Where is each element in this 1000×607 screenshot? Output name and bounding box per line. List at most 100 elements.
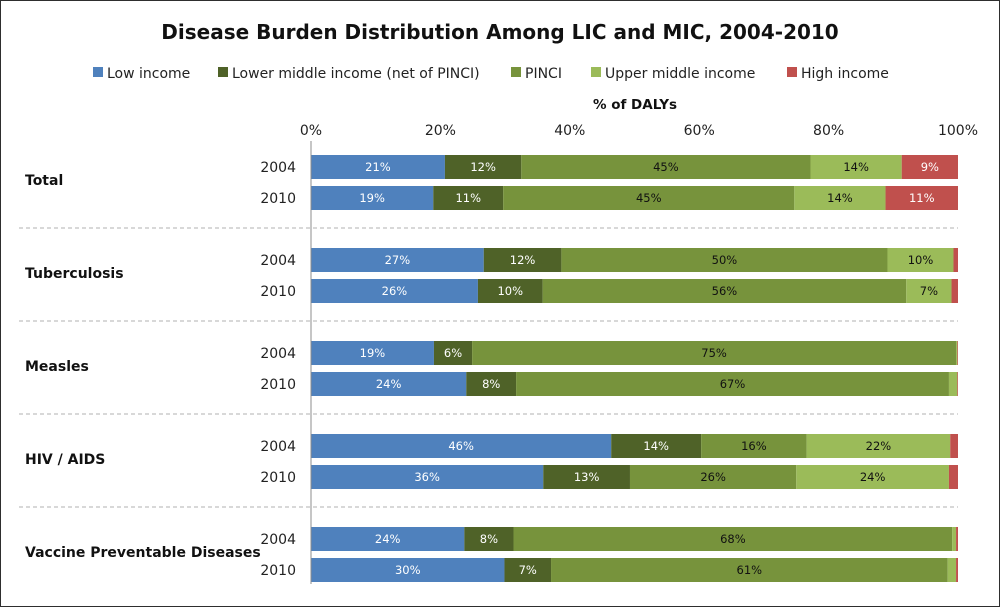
data-label: 67% xyxy=(720,377,746,391)
bar-segment xyxy=(516,372,949,396)
data-label: 14% xyxy=(843,160,869,174)
bar-row: 36% 13% 26% 24% xyxy=(311,465,958,489)
legend-label: High income xyxy=(801,66,889,82)
data-label: 24% xyxy=(376,377,402,391)
legend-swatch xyxy=(511,67,521,77)
data-label: 13% xyxy=(574,470,600,484)
data-label: 75% xyxy=(701,346,727,360)
data-label: 10% xyxy=(497,284,523,298)
data-label: 22% xyxy=(866,439,892,453)
bar-segment xyxy=(794,186,886,210)
legend-item: Upper middle income xyxy=(591,66,755,82)
data-label: 19% xyxy=(360,346,386,360)
data-label: 24% xyxy=(860,470,886,484)
bar-segment xyxy=(887,248,954,272)
data-label: 46% xyxy=(448,439,474,453)
bar-segment xyxy=(901,155,958,179)
bar-segment xyxy=(957,341,958,365)
bar-segment xyxy=(952,527,957,551)
bar-segment xyxy=(311,465,544,489)
year-label: 2004 xyxy=(260,253,296,269)
data-label: 26% xyxy=(700,470,726,484)
data-label: 45% xyxy=(653,160,679,174)
data-label: 45% xyxy=(636,191,662,205)
group-label: HIV / AIDS xyxy=(25,452,105,468)
legend-swatch xyxy=(218,67,228,77)
bar-segment xyxy=(956,527,958,551)
data-label: 9% xyxy=(921,160,939,174)
bar-segment xyxy=(951,279,958,303)
bar-segment xyxy=(477,279,543,303)
year-label: 2010 xyxy=(260,377,296,393)
legend-item: Low income xyxy=(93,66,190,82)
bar-segment xyxy=(885,186,958,210)
chart-title: Disease Burden Distribution Among LIC an… xyxy=(161,20,838,44)
bar-segment xyxy=(311,527,465,551)
data-label: 19% xyxy=(359,191,385,205)
data-label: 16% xyxy=(741,439,767,453)
legend-label: PINCI xyxy=(525,66,562,82)
bar-segment xyxy=(444,155,522,179)
legend-label: Upper middle income xyxy=(605,66,755,82)
x-tick-label: 100% xyxy=(938,123,978,139)
bar-segment xyxy=(956,558,958,582)
bar-segment xyxy=(611,434,702,458)
data-label: 14% xyxy=(643,439,669,453)
bar-segment xyxy=(513,527,953,551)
data-label: 24% xyxy=(375,532,401,546)
year-label: 2010 xyxy=(260,563,296,579)
data-label: 68% xyxy=(720,532,746,546)
data-label: 36% xyxy=(414,470,440,484)
bar-segment xyxy=(701,434,807,458)
data-label: 26% xyxy=(382,284,408,298)
bar-row: 24% 8% 68% xyxy=(311,527,958,551)
bar-segment xyxy=(906,279,952,303)
bar-segment xyxy=(629,465,797,489)
legend-swatch xyxy=(787,67,797,77)
year-label: 2010 xyxy=(260,191,296,207)
data-label: 14% xyxy=(827,191,853,205)
bar-segment xyxy=(311,186,434,210)
legend-item: High income xyxy=(787,66,889,82)
legend-item: PINCI xyxy=(511,66,562,82)
bar-segment xyxy=(503,186,795,210)
data-label: 30% xyxy=(395,563,421,577)
bar-segment xyxy=(466,372,517,396)
year-label: 2004 xyxy=(260,160,296,176)
x-tick-label: 20% xyxy=(425,123,456,139)
bar-segment xyxy=(956,341,958,365)
bar-segment xyxy=(953,248,958,272)
bar-row: 19% 11% 45% 14% 11% xyxy=(311,186,958,210)
legend-swatch xyxy=(93,67,103,77)
legend: Low income Lower middle income (net of PI… xyxy=(93,66,889,82)
group-label: Tuberculosis xyxy=(25,266,124,282)
bar-row: 19% 6% 75% xyxy=(311,341,958,365)
bar-segment xyxy=(521,155,811,179)
bar-segment xyxy=(433,186,504,210)
data-label: 12% xyxy=(510,253,536,267)
bar-row: 46% 14% 16% 22% xyxy=(311,434,958,458)
bar-segment xyxy=(561,248,888,272)
data-label: 11% xyxy=(909,191,935,205)
year-label: 2004 xyxy=(260,439,296,455)
bar-row: 30% 7% 61% xyxy=(311,558,958,582)
bar-segment xyxy=(948,465,958,489)
group-separators xyxy=(19,227,958,508)
legend-label: Lower middle income (net of PINCI) xyxy=(232,66,480,82)
bar-segment xyxy=(542,279,907,303)
group-label: Total xyxy=(25,173,63,189)
bar-segment xyxy=(433,341,473,365)
data-label: 8% xyxy=(480,532,498,546)
bar-row: 21% 12% 45% 14% 9% xyxy=(311,155,958,179)
bar-segment xyxy=(311,372,467,396)
bar-segment xyxy=(806,434,951,458)
group-label: Vaccine Preventable Diseases xyxy=(25,545,261,561)
data-label: 50% xyxy=(712,253,738,267)
data-label: 56% xyxy=(712,284,738,298)
data-label: 61% xyxy=(737,563,763,577)
bar-segment xyxy=(543,465,630,489)
bar-segment xyxy=(472,341,957,365)
data-label: 6% xyxy=(444,346,462,360)
group-label: Measles xyxy=(25,359,89,375)
